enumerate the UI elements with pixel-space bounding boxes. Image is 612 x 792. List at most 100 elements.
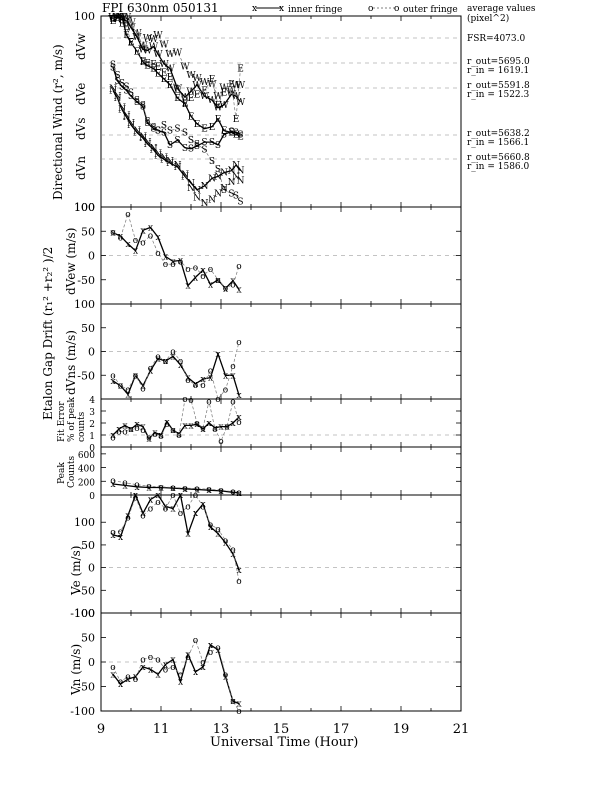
data-point: x [158,483,163,493]
data-point: x [155,355,160,365]
series-line-inner [112,16,242,109]
data-point: x [170,257,175,267]
ylabel-vn: Vn (m/s) [69,644,83,696]
data-point: x [170,505,175,515]
data-point: o [188,396,193,406]
data-point: N [228,178,236,188]
data-point: E [228,80,235,90]
data-point: x [206,419,211,429]
data-point: o [118,678,123,688]
data-point: x [163,357,168,367]
data-point: x [133,491,138,501]
y-tick-label: -50 [77,274,95,287]
y-tick-label: 0 [89,492,95,502]
x-tick-label: 19 [393,722,410,737]
data-point: E [144,62,151,72]
legend-inner-mark-b: x [279,4,284,14]
data-point: W [126,23,136,33]
data-point: N [232,172,240,182]
data-point: S [123,86,129,96]
n-rout: r_out=5660.8 [467,153,530,163]
data-point: x [125,675,130,685]
data-point: x [170,484,175,494]
data-point: W [149,35,159,45]
data-point: E [174,94,181,104]
data-point: W [143,34,153,44]
data-point: o [110,663,115,673]
data-point: o [170,260,175,270]
data-point: o [128,425,133,435]
series-line-outer [112,17,241,120]
data-point: S [188,145,194,155]
data-point: S [182,144,188,154]
data-point: N [114,92,122,102]
data-point: o [236,707,241,717]
data-point: o [152,430,157,440]
data-point: E [209,75,216,85]
data-point: o [110,228,115,238]
data-point: S [221,186,227,196]
x-tick-labels: 9 11 13 15 17 19 21 [97,722,469,737]
data-point: N [150,144,158,154]
data-point: E [182,99,189,109]
data-point: o [125,210,130,220]
data-point: o [182,395,187,405]
data-point: x [118,232,123,242]
data-point: o [193,491,198,501]
data-point: o [155,656,160,666]
data-point: o [178,357,183,367]
data-point: x [152,429,157,439]
data-point: N [174,163,182,173]
ylabel-etalon-group: Etalon Gap Drift (r₁² +r₂² )/2 [41,247,55,420]
legend-inner-mark-a: x [252,4,257,14]
ylabel-fit-error-3: counts [77,411,87,442]
y-tick-label: 0 [89,444,95,454]
data-point: W [207,96,217,106]
data-point: S [140,103,146,113]
series-line-inner [112,351,240,396]
data-point: N [160,155,168,165]
data-point: x [185,651,190,661]
data-point: x [208,523,213,533]
data-point: o [155,498,160,508]
data-point: x [182,485,187,495]
data-point: S [150,123,156,133]
data-point: W [236,98,246,108]
data-point: o [125,514,130,524]
data-point: E [140,57,147,67]
data-point: E [161,75,168,85]
y-tick-label: 50 [81,539,95,552]
data-point: o [163,260,168,270]
ylabel-fit-error-2: % of peak [67,397,77,442]
data-point: x [110,229,115,239]
data-point: W [149,43,159,53]
data-point: S [228,128,234,138]
series-line-outer [112,480,240,493]
data-point: o [206,485,211,495]
data-point: o [155,352,160,362]
x-tick-label: 13 [213,722,230,737]
data-point: N [127,119,135,129]
sublabel-dvs: dVs [74,117,88,140]
data-point: x [140,509,145,519]
data-point: E [201,125,208,135]
data-point: W [122,17,132,27]
data-point: E [134,47,141,57]
data-point: x [170,656,175,666]
data-point: N [181,172,189,182]
data-point: o [140,656,145,666]
series-line-outer [112,639,240,712]
data-point: N [144,138,152,148]
data-point: W [132,29,142,39]
data-point: x [236,285,241,295]
data-point: o [158,432,163,442]
data-point: N [123,113,131,123]
data-point: o [133,675,138,685]
data-point: o [223,670,228,680]
data-point: N [150,146,158,156]
data-point: E [114,14,121,24]
